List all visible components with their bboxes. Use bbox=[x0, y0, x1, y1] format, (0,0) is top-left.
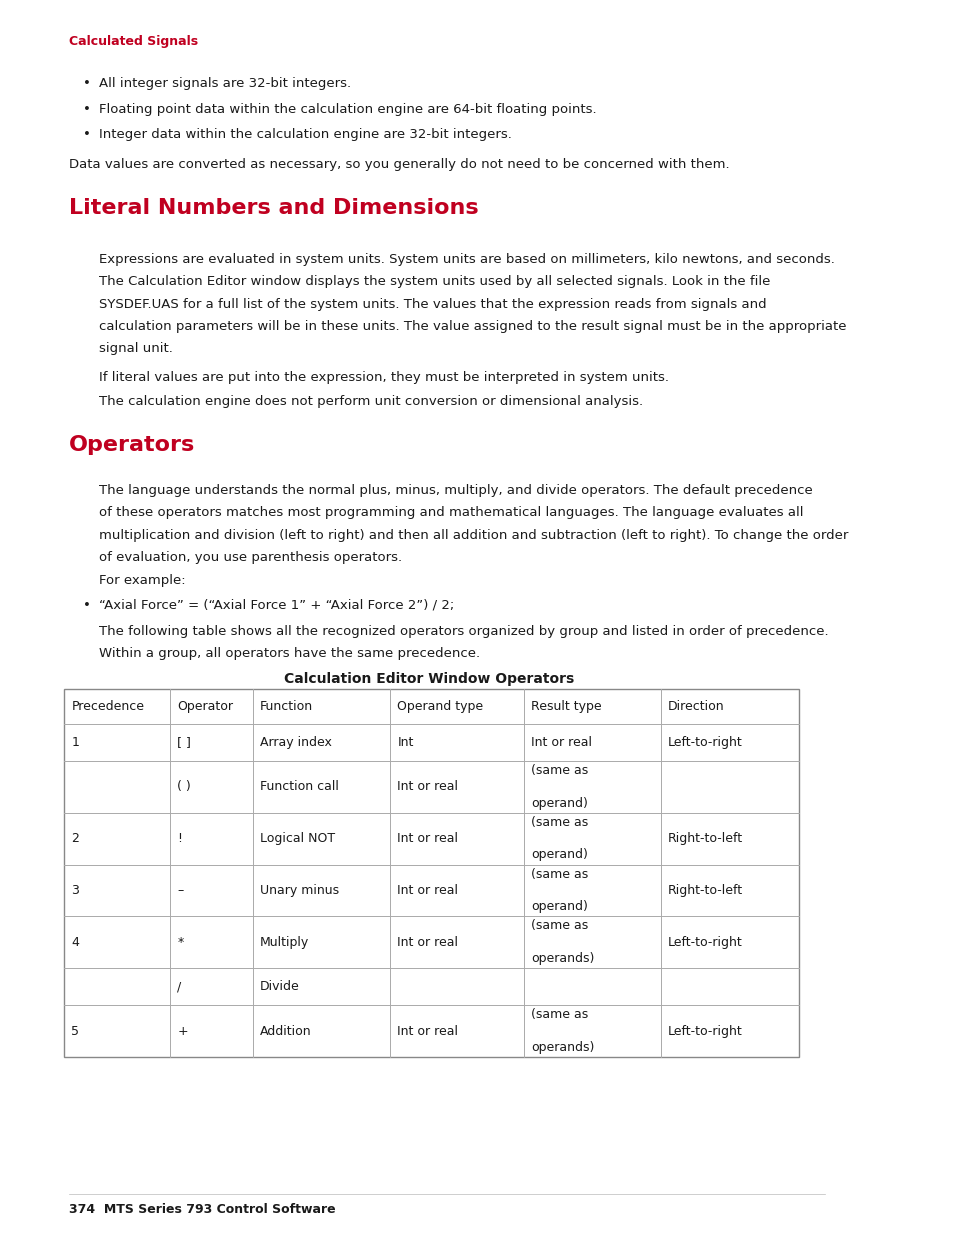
Text: Data values are converted as necessary, so you generally do not need to be conce: Data values are converted as necessary, … bbox=[69, 158, 729, 172]
Text: operands): operands) bbox=[530, 952, 594, 966]
Bar bbox=[65, 689, 798, 1057]
Text: operand): operand) bbox=[530, 848, 587, 862]
Text: Addition: Addition bbox=[259, 1025, 311, 1037]
Text: 3: 3 bbox=[71, 884, 79, 897]
Text: Multiply: Multiply bbox=[259, 936, 309, 948]
Text: Direction: Direction bbox=[667, 700, 724, 713]
Text: signal unit.: signal unit. bbox=[99, 342, 172, 356]
Text: Within a group, all operators have the same precedence.: Within a group, all operators have the s… bbox=[99, 647, 479, 661]
Text: Calculated Signals: Calculated Signals bbox=[69, 35, 197, 48]
Text: SYSDEF.UAS for a full list of the system units. The values that the expression r: SYSDEF.UAS for a full list of the system… bbox=[99, 298, 765, 311]
Text: [ ]: [ ] bbox=[177, 736, 191, 748]
Text: Int or real: Int or real bbox=[396, 832, 457, 845]
Text: If literal values are put into the expression, they must be interpreted in syste: If literal values are put into the expre… bbox=[99, 370, 668, 384]
Text: Left-to-right: Left-to-right bbox=[667, 936, 742, 948]
Text: All integer signals are 32-bit integers.: All integer signals are 32-bit integers. bbox=[99, 77, 351, 90]
Text: Int or real: Int or real bbox=[530, 736, 591, 748]
Text: •: • bbox=[83, 103, 91, 116]
Text: /: / bbox=[177, 981, 181, 993]
Text: The calculation engine does not perform unit conversion or dimensional analysis.: The calculation engine does not perform … bbox=[99, 395, 642, 409]
Text: Function: Function bbox=[259, 700, 313, 713]
Text: of evaluation, you use parenthesis operators.: of evaluation, you use parenthesis opera… bbox=[99, 551, 401, 564]
Text: For example:: For example: bbox=[99, 574, 185, 588]
Text: The Calculation Editor window displays the system units used by all selected sig: The Calculation Editor window displays t… bbox=[99, 275, 769, 289]
Text: Operator: Operator bbox=[177, 700, 233, 713]
Text: “Axial Force” = (“Axial Force 1” + “Axial Force 2”) / 2;: “Axial Force” = (“Axial Force 1” + “Axia… bbox=[99, 599, 454, 613]
Text: (same as: (same as bbox=[530, 867, 587, 881]
Text: Right-to-left: Right-to-left bbox=[667, 832, 742, 845]
Text: Int or real: Int or real bbox=[396, 781, 457, 793]
Text: Operand type: Operand type bbox=[396, 700, 483, 713]
Text: Int or real: Int or real bbox=[396, 884, 457, 897]
Text: •: • bbox=[83, 128, 91, 142]
Text: 4: 4 bbox=[71, 936, 79, 948]
Text: operand): operand) bbox=[530, 900, 587, 914]
Text: The language understands the normal plus, minus, multiply, and divide operators.: The language understands the normal plus… bbox=[99, 484, 812, 498]
Text: Left-to-right: Left-to-right bbox=[667, 1025, 742, 1037]
Text: of these operators matches most programming and mathematical languages. The lang: of these operators matches most programm… bbox=[99, 506, 802, 520]
Text: Left-to-right: Left-to-right bbox=[667, 736, 742, 748]
Text: (same as: (same as bbox=[530, 919, 587, 932]
Text: Integer data within the calculation engine are 32-bit integers.: Integer data within the calculation engi… bbox=[99, 128, 511, 142]
Text: Int or real: Int or real bbox=[396, 1025, 457, 1037]
Text: –: – bbox=[177, 884, 183, 897]
Text: Literal Numbers and Dimensions: Literal Numbers and Dimensions bbox=[69, 198, 477, 217]
Text: operands): operands) bbox=[530, 1041, 594, 1055]
Text: The following table shows all the recognized operators organized by group and li: The following table shows all the recogn… bbox=[99, 625, 827, 638]
Text: (same as: (same as bbox=[530, 763, 587, 777]
Text: Right-to-left: Right-to-left bbox=[667, 884, 742, 897]
Text: 5: 5 bbox=[71, 1025, 79, 1037]
Text: Calculation Editor Window Operators: Calculation Editor Window Operators bbox=[284, 672, 574, 685]
Text: Operators: Operators bbox=[69, 435, 194, 454]
Text: 374  MTS Series 793 Control Software: 374 MTS Series 793 Control Software bbox=[69, 1203, 335, 1216]
Text: Array index: Array index bbox=[259, 736, 332, 748]
Text: Precedence: Precedence bbox=[71, 700, 144, 713]
Text: Expressions are evaluated in system units. System units are based on millimeters: Expressions are evaluated in system unit… bbox=[99, 253, 834, 267]
Text: multiplication and division (left to right) and then all addition and subtractio: multiplication and division (left to rig… bbox=[99, 529, 847, 542]
Text: *: * bbox=[177, 936, 183, 948]
Text: Int or real: Int or real bbox=[396, 936, 457, 948]
Text: Int: Int bbox=[396, 736, 414, 748]
Text: 1: 1 bbox=[71, 736, 79, 748]
Text: +: + bbox=[177, 1025, 188, 1037]
Text: Divide: Divide bbox=[259, 981, 299, 993]
Text: •: • bbox=[83, 77, 91, 90]
Text: ( ): ( ) bbox=[177, 781, 191, 793]
Text: Function call: Function call bbox=[259, 781, 338, 793]
Text: 2: 2 bbox=[71, 832, 79, 845]
Text: Result type: Result type bbox=[530, 700, 600, 713]
Text: operand): operand) bbox=[530, 797, 587, 810]
Text: Floating point data within the calculation engine are 64-bit floating points.: Floating point data within the calculati… bbox=[99, 103, 596, 116]
Text: •: • bbox=[83, 599, 91, 613]
Text: calculation parameters will be in these units. The value assigned to the result : calculation parameters will be in these … bbox=[99, 320, 845, 333]
Text: Logical NOT: Logical NOT bbox=[259, 832, 335, 845]
Text: (same as: (same as bbox=[530, 815, 587, 829]
Text: !: ! bbox=[177, 832, 182, 845]
Text: Unary minus: Unary minus bbox=[259, 884, 338, 897]
Text: (same as: (same as bbox=[530, 1008, 587, 1021]
